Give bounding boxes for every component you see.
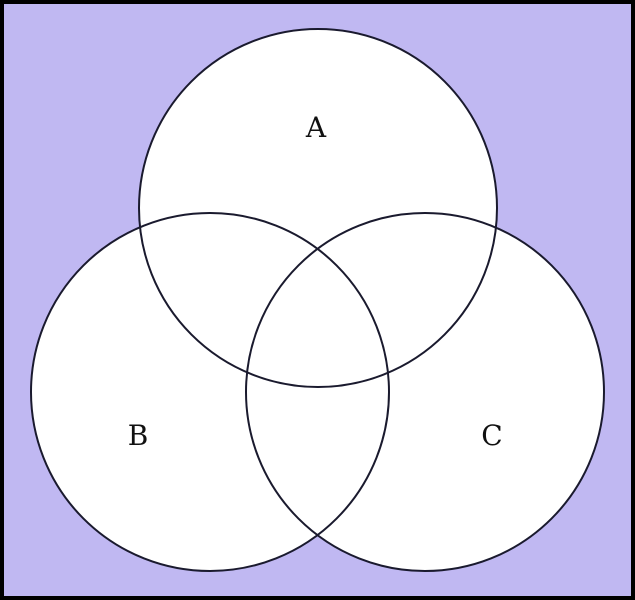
circle-c-fill bbox=[246, 213, 604, 571]
circle-c bbox=[245, 212, 605, 572]
circle-a bbox=[138, 28, 498, 388]
label-c: C bbox=[481, 419, 502, 452]
label-b: B bbox=[128, 419, 149, 452]
circle-b bbox=[30, 212, 390, 572]
label-a: A bbox=[305, 111, 327, 144]
